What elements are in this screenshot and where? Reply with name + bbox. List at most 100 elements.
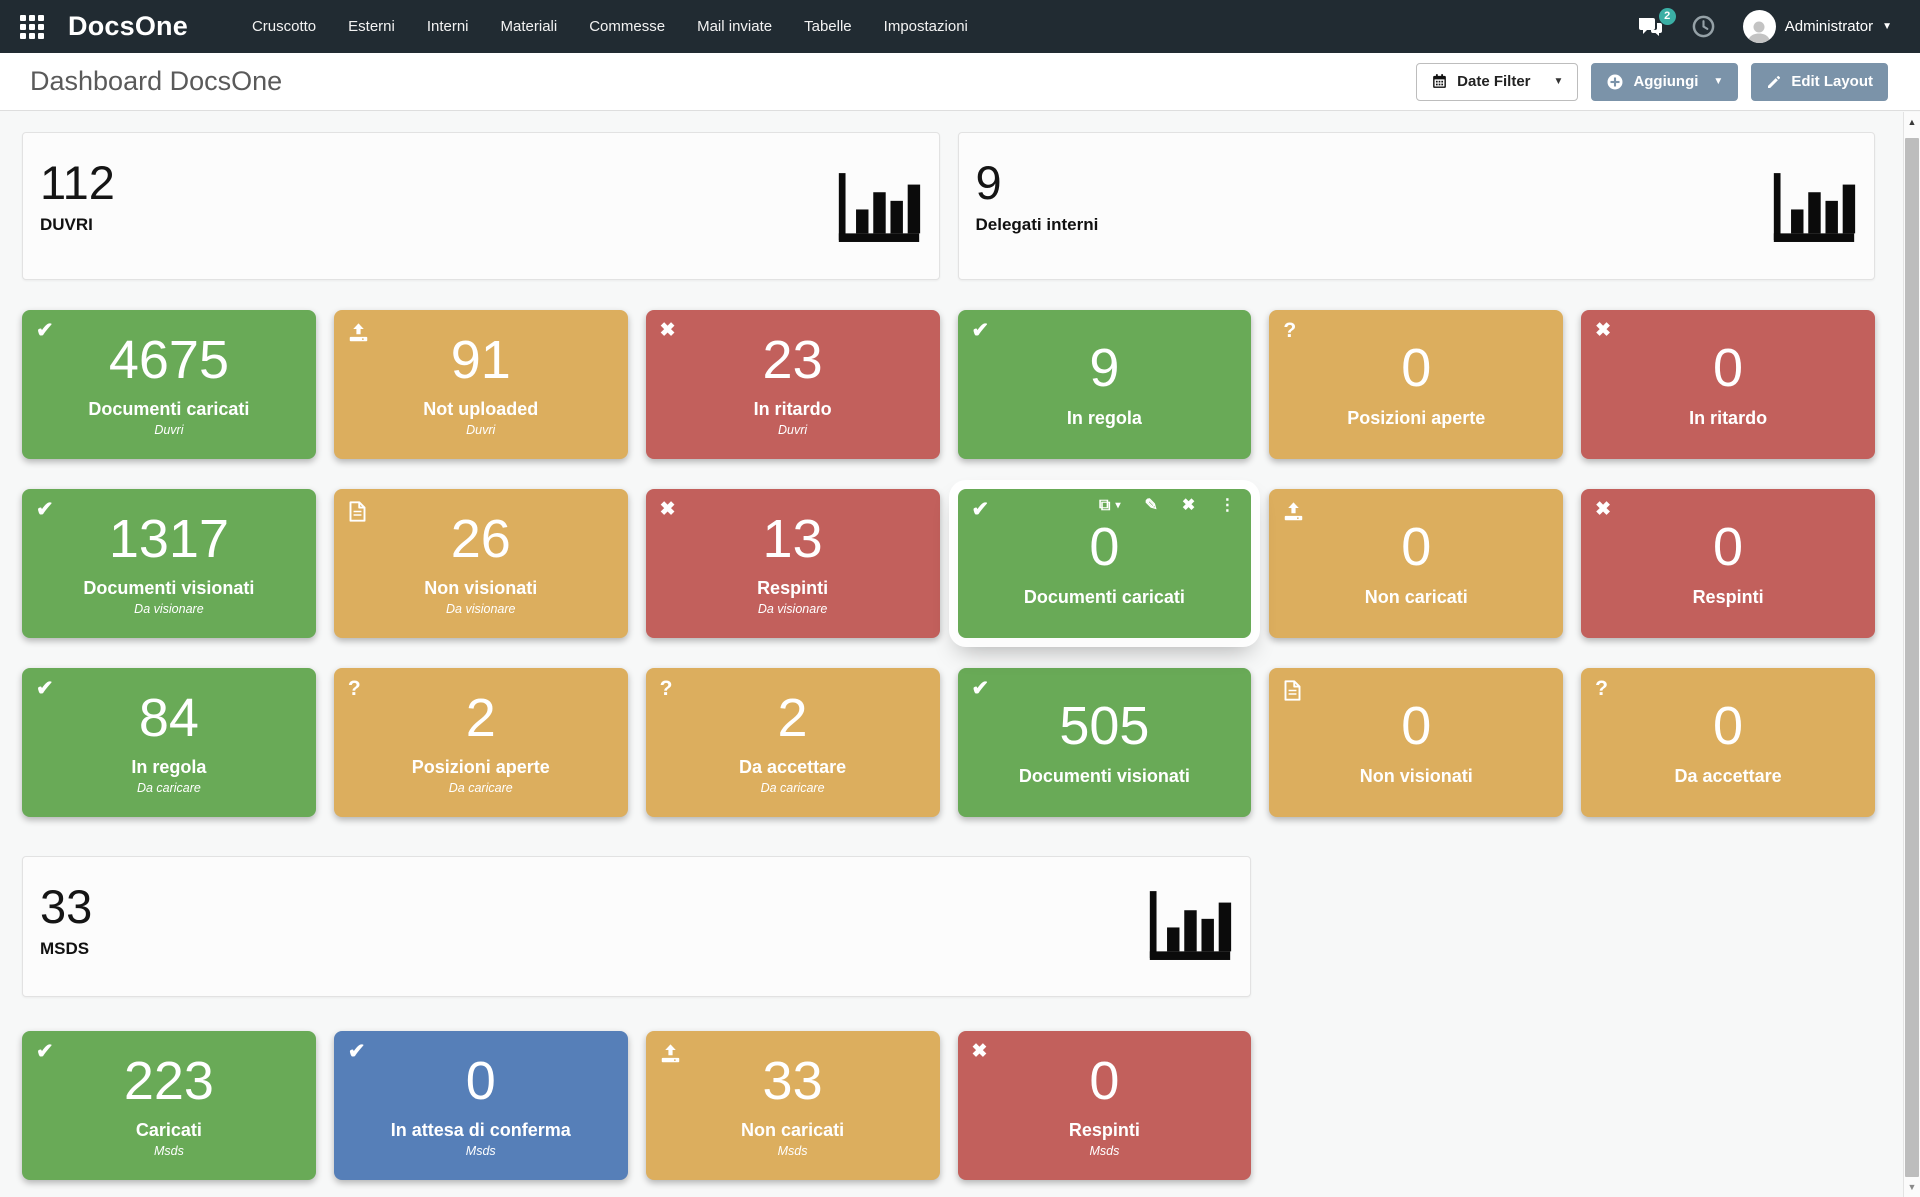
stat-tile[interactable]: ✔ 0 In attesa di conferma Msds (333, 1031, 628, 1180)
tile-label: In ritardo (753, 399, 832, 420)
check-icon: ✔ (971, 319, 990, 342)
date-filter-button[interactable]: Date Filter ▼ (1416, 62, 1579, 101)
stat-tile[interactable]: ✔ 4675 Documenti caricati Duvri (22, 310, 316, 459)
scroll-up-arrow-icon[interactable]: ▲ (1907, 117, 1917, 127)
tile-row-msds: ✔ 223 Caricati Msds ✔ 0 In attesa di con… (22, 1031, 1875, 1180)
stat-tile[interactable]: ✔ 1317 Documenti visionati Da visionare (22, 489, 316, 638)
chevron-down-icon: ▼ (1713, 75, 1724, 87)
messages-badge: 2 (1658, 7, 1676, 25)
brand-logo[interactable]: DocsOne (68, 11, 188, 41)
nav-item-mail-inviate[interactable]: Mail inviate (697, 18, 773, 35)
stat-tile[interactable]: ✔ 505 Documenti visionati (957, 668, 1252, 817)
tile-label: Non caricati (1364, 586, 1468, 607)
stat-tile[interactable]: ✔ 223 Caricati Msds (22, 1031, 316, 1180)
stat-tile[interactable]: ✖ 23 In ritardo Duvri (645, 310, 940, 459)
tile-value: 0 (1401, 338, 1432, 399)
question-icon: ? (1283, 319, 1297, 342)
tile-value: 33 (762, 1050, 823, 1111)
tile-label: Non visionati (1359, 765, 1473, 786)
stat-tile[interactable]: 91 Not uploaded Duvri (333, 310, 628, 459)
tile-row-duvri: ✔ 4675 Documenti caricati Duvri 91 Not u… (22, 310, 1875, 459)
stat-tile[interactable]: 0 Non visionati (1269, 668, 1564, 817)
scrollbar-thumb[interactable] (1905, 138, 1919, 1177)
tile-value: 0 (1713, 338, 1744, 399)
nav-item-cruscotto[interactable]: Cruscotto (251, 18, 317, 35)
stat-tile[interactable]: 0 Non caricati (1269, 489, 1564, 638)
nav-item-tabelle[interactable]: Tabelle (804, 18, 852, 35)
date-filter-label: Date Filter (1457, 73, 1531, 90)
tile-label: Not uploaded (423, 399, 539, 420)
stat-tile[interactable]: ✔ 0 Documenti caricati ⧉ ▾ ✎ ✖ ⋮ (957, 489, 1252, 638)
messages-button[interactable]: 2 (1637, 7, 1676, 38)
tile-sublabel: Msds (465, 1144, 496, 1159)
stat-tile[interactable]: ? 2 Da accettare Da caricare (645, 668, 940, 817)
summary-row: 112 DUVRI 9 Delegati interni (22, 132, 1875, 280)
stat-tile[interactable]: 26 Non visionati Da visionare (333, 489, 628, 638)
stat-tile[interactable]: ✖ 0 In ritardo (1581, 310, 1875, 459)
stat-tile[interactable]: ✖ 0 Respinti (1581, 489, 1875, 638)
scroll-down-arrow-icon[interactable]: ▼ (1907, 1182, 1917, 1192)
page-header: Dashboard DocsOne Date Filter ▼ Ag (0, 53, 1920, 111)
tile-sublabel: Duvri (466, 423, 496, 438)
x-icon: ✖ (1595, 320, 1612, 341)
stat-tile[interactable]: ? 2 Posizioni aperte Da caricare (333, 668, 628, 817)
tile-sublabel: Da caricare (448, 781, 513, 796)
bar-chart-icon (1146, 889, 1234, 964)
tile-value: 2 (465, 687, 496, 748)
edit-layout-button[interactable]: Edit Layout (1751, 62, 1888, 101)
tile-value: 26 (450, 508, 511, 569)
summary-card-msds: 33 MSDS (22, 856, 1252, 997)
nav-item-esterni[interactable]: Esterni (348, 18, 395, 35)
scrollbar[interactable]: ▲ ▼ (1903, 112, 1920, 1197)
document-icon (348, 496, 367, 522)
upload-icon (348, 317, 369, 343)
plus-circle-icon (1606, 73, 1624, 91)
question-icon: ? (347, 677, 361, 700)
nav-item-interni[interactable]: Interni (426, 18, 469, 35)
tile-label: Documenti caricati (88, 399, 250, 420)
more-icon[interactable]: ⋮ (1219, 497, 1236, 514)
user-menu[interactable]: Administrator ▼ (1742, 10, 1892, 43)
tile-label: Documenti caricati (1023, 586, 1185, 607)
nav-item-materiali[interactable]: Materiali (500, 18, 558, 35)
tile-sublabel: Duvri (777, 423, 808, 438)
stat-tile[interactable]: ✔ 84 In regola Da caricare (22, 668, 316, 817)
chevron-down-icon: ▼ (1553, 75, 1564, 87)
clock-icon[interactable] (1692, 15, 1715, 38)
stat-tile[interactable]: ? 0 Posizioni aperte (1269, 310, 1564, 459)
edit-layout-label: Edit Layout (1791, 73, 1873, 90)
tile-label: Respinti (1068, 1120, 1140, 1141)
chevron-down-icon: ▼ (1882, 20, 1892, 32)
upload-icon (660, 1038, 681, 1064)
tile-sublabel: Da visionare (446, 602, 516, 617)
tile-value: 0 (1401, 517, 1432, 578)
stat-tile[interactable]: ✖ 13 Respinti Da visionare (645, 489, 940, 638)
aggiungi-button[interactable]: Aggiungi ▼ (1591, 62, 1739, 101)
main-menu: Cruscotto Esterni Interni Materiali Commesse… (236, 0, 984, 53)
check-icon: ✔ (36, 677, 54, 700)
x-icon: ✖ (659, 499, 676, 520)
clone-icon[interactable]: ⧉ ▾ (1099, 497, 1121, 514)
summary-value: 33 (40, 880, 93, 933)
stat-tile[interactable]: ✖ 0 Respinti Msds (957, 1031, 1252, 1180)
question-icon: ? (659, 677, 673, 700)
aggiungi-label: Aggiungi (1633, 73, 1699, 90)
bar-chart-icon (835, 171, 923, 246)
delete-icon[interactable]: ✖ (1181, 497, 1196, 514)
tile-value: 2 (777, 687, 808, 748)
edit-icon[interactable]: ✎ (1144, 497, 1158, 514)
navbar: DocsOne Cruscotto Esterni Interni Materiali… (0, 0, 1920, 53)
tile-sublabel: Da visionare (757, 602, 828, 617)
calendar-icon (1431, 73, 1448, 90)
check-icon: ✔ (36, 1040, 54, 1063)
apps-grid-icon[interactable] (12, 7, 52, 47)
tile-label: Documenti visionati (1018, 765, 1190, 786)
stat-tile[interactable]: ? 0 Da accettare (1581, 668, 1875, 817)
tile-value: 0 (1713, 517, 1744, 578)
nav-item-commesse[interactable]: Commesse (589, 18, 666, 35)
stat-tile[interactable]: 33 Non caricati Msds (645, 1031, 940, 1180)
nav-item-impostazioni[interactable]: Impostazioni (883, 18, 968, 35)
x-icon: ✖ (971, 1041, 988, 1062)
x-icon: ✖ (659, 320, 676, 341)
stat-tile[interactable]: ✔ 9 In regola (957, 310, 1252, 459)
